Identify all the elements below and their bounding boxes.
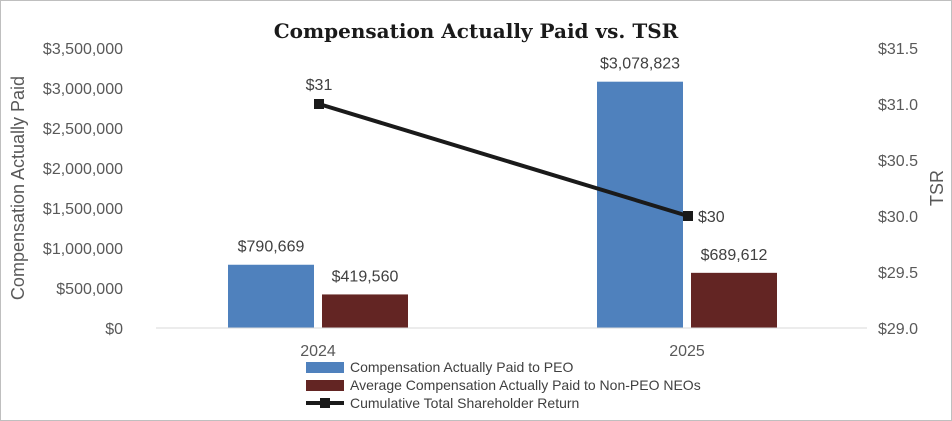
bar-compensation-actually-paid-to-peo-2025	[597, 81, 683, 329]
legend: Compensation Actually Paid to PEO Average…	[306, 359, 701, 411]
y-right-tick-label: $31.0	[878, 97, 918, 114]
tsr-line-group	[314, 99, 693, 221]
tsr-data-label: $30	[698, 209, 725, 226]
y-axis-left-ticks: $0 $500,000 $1,000,000 $1,500,000 $2,000,000…	[43, 41, 123, 338]
bar-data-label: $3,078,823	[600, 56, 680, 73]
y-right-tick-label: $30.0	[878, 209, 918, 226]
chart-title: Compensation Actually Paid vs. TSR	[274, 19, 679, 43]
y-left-tick-label: $2,500,000	[43, 121, 123, 138]
x-axis-ticks: 2024 2025	[156, 327, 867, 360]
bar-data-label: $790,669	[238, 239, 305, 256]
y-right-tick-label: $30.5	[878, 153, 918, 170]
y-left-tick-label: $2,000,000	[43, 161, 123, 178]
bar-average-compensation-actually-paid-to-non-peo-neos-2025	[691, 272, 777, 328]
bar-average-compensation-actually-paid-to-non-peo-neos-2024	[322, 294, 408, 328]
y-left-tick-label: $0	[105, 321, 123, 338]
legend-swatch-compensation-actually-paid-to-peo	[306, 362, 344, 373]
y-left-tick-label: $3,500,000	[43, 41, 123, 58]
y-right-tick-label: $29.0	[878, 321, 918, 338]
y-axis-left-title: Compensation Actually Paid	[8, 76, 28, 300]
bar-data-label: $689,612	[701, 247, 768, 264]
y-axis-right-ticks: $29.0 $29.5 $30.0 $30.5 $31.0 $31.5	[878, 41, 918, 338]
tsr-marker-2024	[314, 99, 324, 109]
y-left-tick-label: $1,000,000	[43, 241, 123, 258]
tsr-marker-2025	[683, 211, 693, 221]
data-labels-group: $790,669 $419,560 $3,078,823 $689,612 $31 $30	[238, 56, 768, 286]
legend-entry-label: Average Compensation Actually Paid to No…	[350, 377, 701, 393]
y-axis-right-title: TSR	[927, 170, 947, 206]
y-left-tick-label: $500,000	[56, 281, 123, 298]
tsr-line	[318, 102, 689, 218]
y-left-tick-label: $3,000,000	[43, 81, 123, 98]
bars-group	[228, 81, 777, 329]
x-tick-label: 2025	[669, 343, 705, 360]
x-tick-label: 2024	[300, 343, 336, 360]
bar-compensation-actually-paid-to-peo-2024	[228, 264, 314, 328]
y-right-tick-label: $29.5	[878, 265, 918, 282]
legend-marker-key	[320, 398, 330, 408]
legend-entry-label: Cumulative Total Shareholder Return	[350, 395, 579, 411]
legend-entry-label: Compensation Actually Paid to PEO	[350, 359, 573, 375]
y-left-tick-label: $1,500,000	[43, 201, 123, 218]
y-right-tick-label: $31.5	[878, 41, 918, 58]
tsr-data-label: $31	[306, 77, 333, 94]
bar-data-label: $419,560	[332, 268, 399, 285]
legend-swatch-average-compensation-actually-paid-to-non-peo-neos	[306, 380, 344, 391]
